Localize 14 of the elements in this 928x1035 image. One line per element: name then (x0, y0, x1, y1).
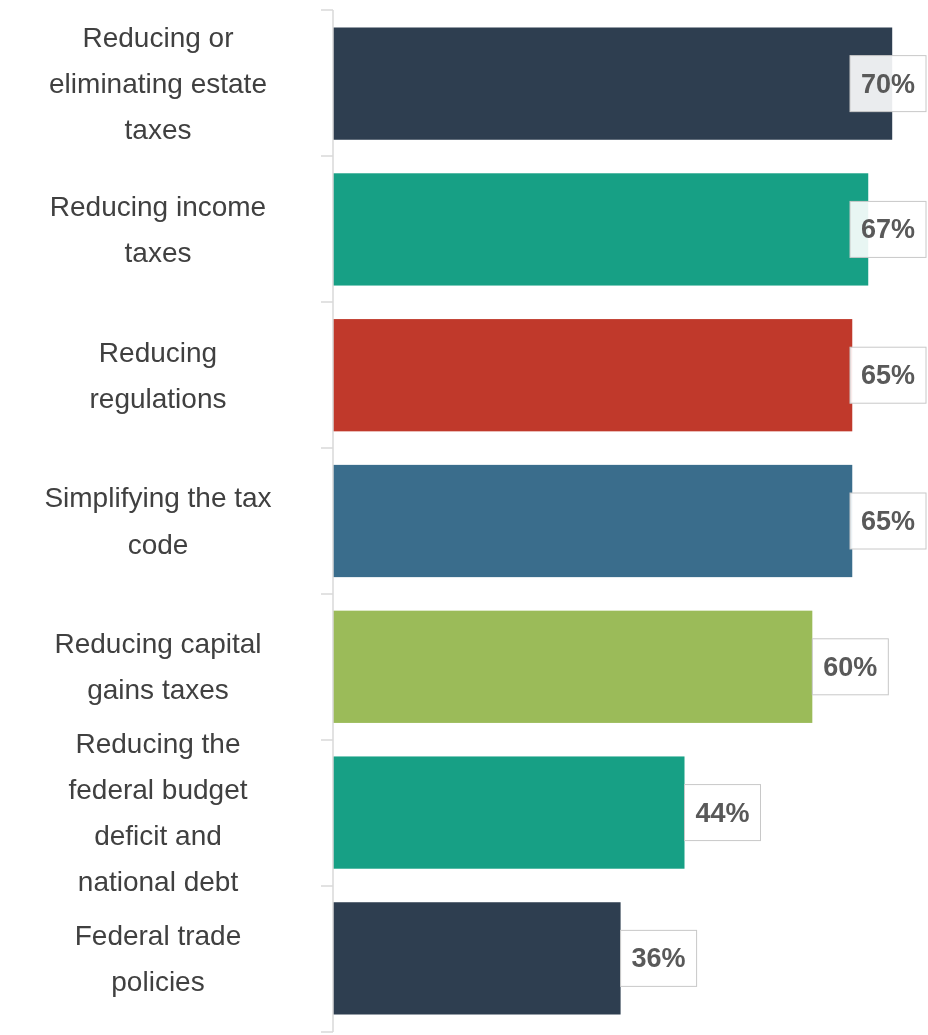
data-label: 67% (860, 214, 916, 245)
y-tick-label: Reducing income taxes (49, 190, 267, 269)
data-label: 36% (631, 943, 686, 974)
data-label: 70% (860, 68, 916, 99)
y-tick-label: Simplifying the tax code (44, 482, 272, 560)
y-tick-label: Reducing the federal budget deficit and national debt (68, 727, 248, 898)
data-label: 60% (823, 651, 878, 682)
data-label: 65% (860, 360, 916, 391)
data-label: 65% (860, 506, 916, 536)
data-label: 44% (695, 797, 750, 828)
y-tick-label: Reducing or eliminating estate taxes (49, 21, 267, 146)
y-tick-label: Federal trade policies (74, 919, 242, 997)
y-tick-label: Reducing regulations (89, 336, 227, 414)
y-tick-label: Reducing capital gains taxes (54, 628, 262, 706)
